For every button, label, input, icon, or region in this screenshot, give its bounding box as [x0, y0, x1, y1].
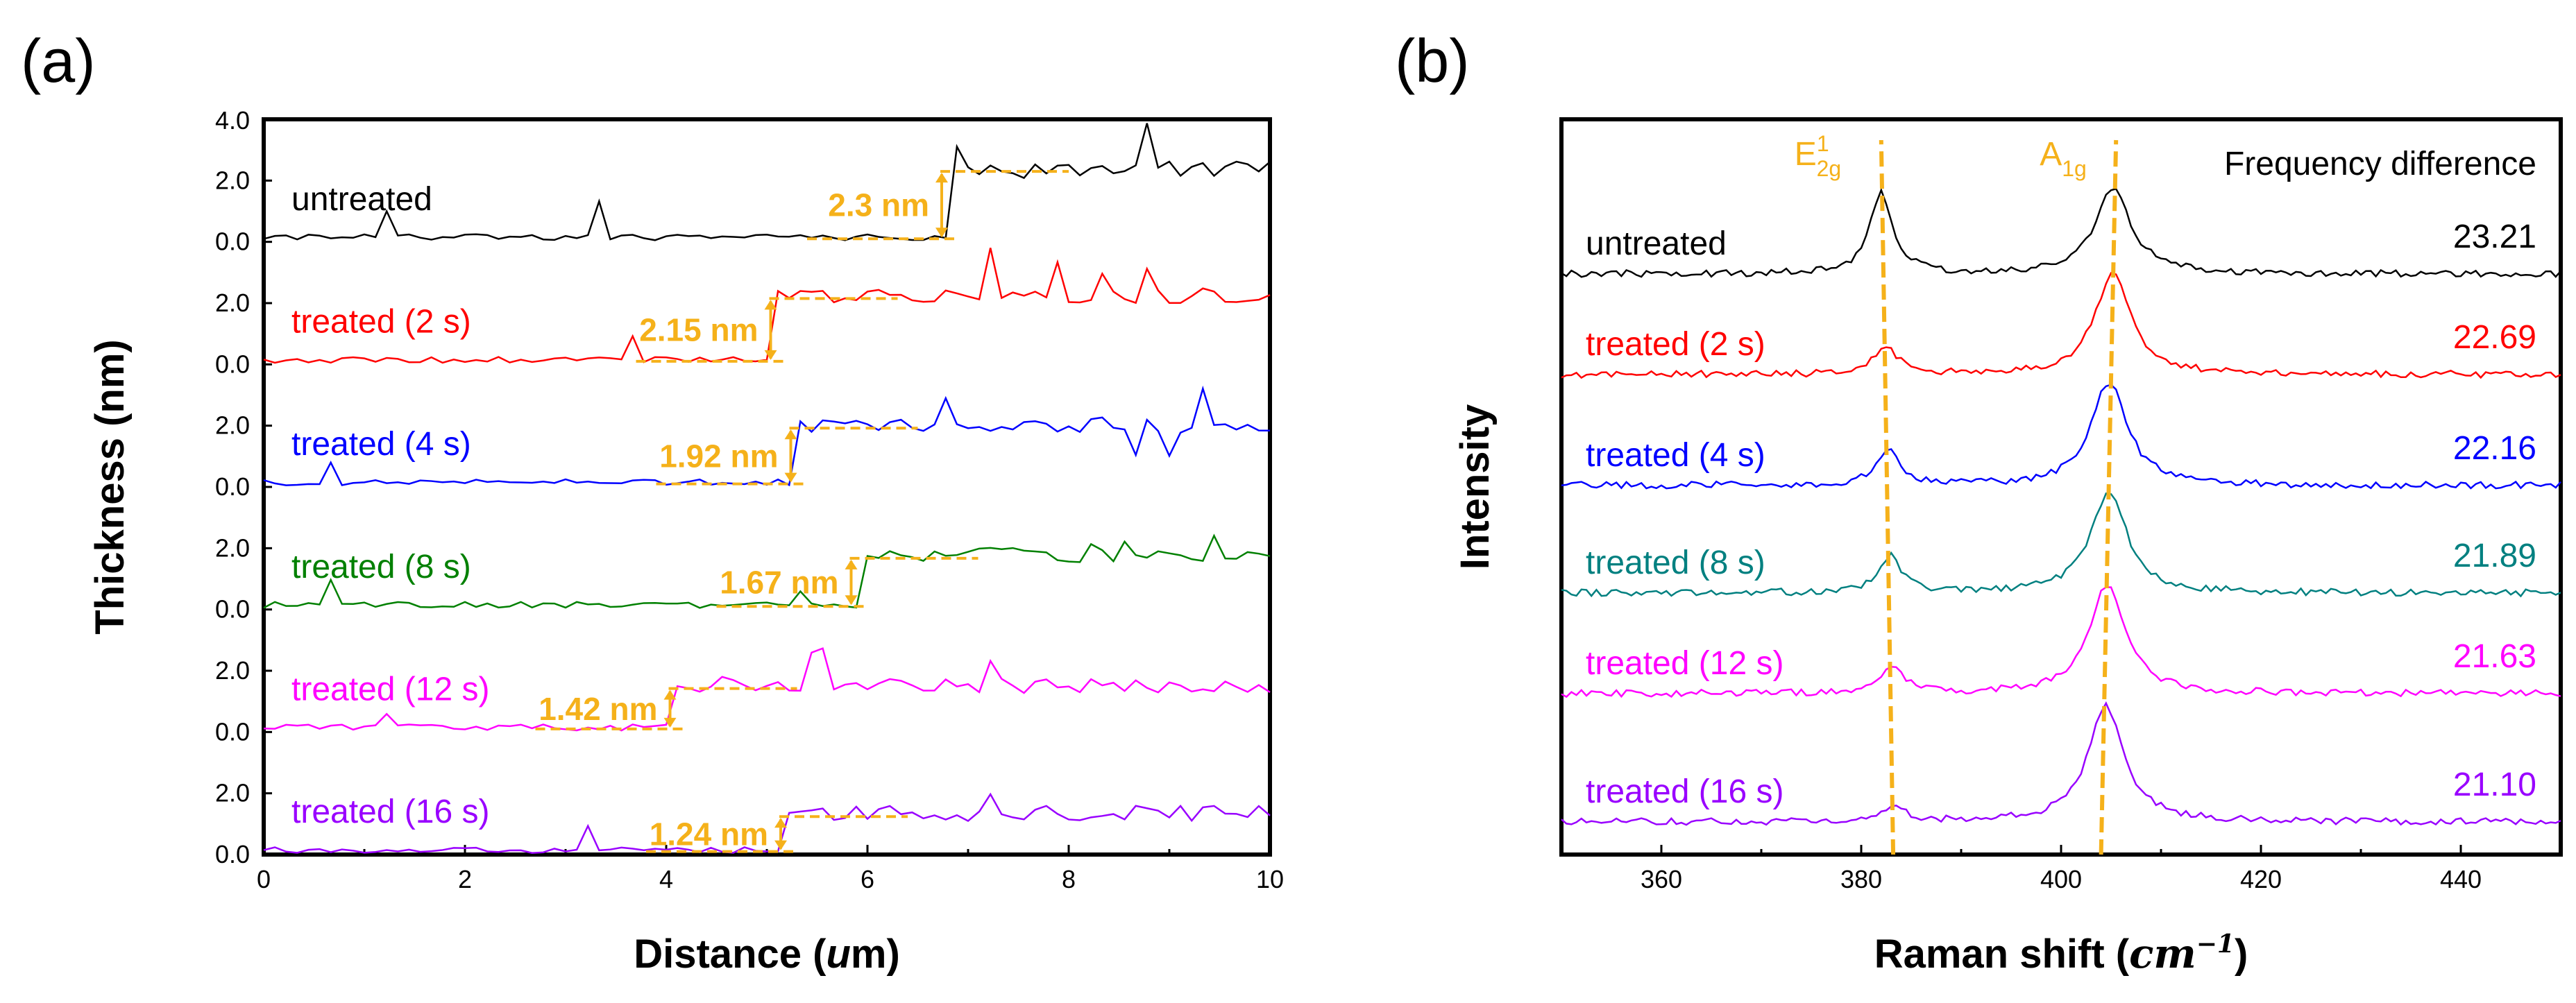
panel-b-series-line — [1561, 586, 2561, 698]
panel-a-xtick-label: 0 — [257, 865, 271, 893]
panel-b-series-line — [1561, 272, 2561, 379]
panel-b-series-line — [1561, 701, 2561, 826]
panel-a-arrow-head — [764, 300, 777, 310]
panel-a-arrow-head — [845, 595, 858, 606]
panel-a-series-label: treated (8 s) — [291, 549, 471, 585]
panel-b-xtick-label: 420 — [2240, 865, 2282, 893]
panel-b-freq-diff-value: 22.69 — [2453, 319, 2536, 356]
panel-b-freq-diff-value: 21.89 — [2453, 538, 2536, 574]
panel-a-series-line — [263, 533, 1271, 609]
panel-b-e2g-line — [1879, 139, 1896, 855]
panel-a-step-label: 1.92 nm — [659, 438, 778, 474]
panel-b-plot: 360 380 400 420 440 untreated 23.21 treated (2… — [1559, 117, 2563, 893]
panel-a-plot: 0 2 4 6 8 10 0.0 2.0 0.0 2.0 0.0 2.0 0.0 2.0 0.0 2.0 0.0… — [215, 106, 1284, 893]
panel-b-ylabel: Intensity — [1452, 404, 1498, 570]
panel-a-arrow-head — [663, 717, 677, 728]
panel-a-ytick-label: 2.0 — [215, 656, 250, 685]
panel-a-annotations: 2.3 nm 2.15 nm 1.92 nm 1.67 nm 1.42 nm 1.24 n… — [535, 170, 1069, 853]
panel-a-xtick-label: 6 — [861, 865, 874, 893]
panel-a-ytick-label: 0.0 — [215, 595, 250, 624]
panel-b-freq-diff-value: 22.16 — [2453, 430, 2536, 467]
panel-b-series-label: treated (12 s) — [1586, 645, 1783, 682]
panel-a-series-line — [263, 248, 1271, 364]
panel-a-arrow-head — [764, 350, 777, 360]
panel-a-ytick-label: 0.0 — [215, 717, 250, 746]
panel-a-xtick-label: 10 — [1256, 865, 1284, 893]
panel-a-series-label: untreated — [291, 181, 432, 218]
panel-a-step-label: 1.67 nm — [720, 565, 838, 601]
panel-a-ytick-label: 2.0 — [215, 533, 250, 562]
panel-a-ticks: 0 2 4 6 8 10 0.0 2.0 0.0 2.0 0.0 2.0 0.0 2.0 0.0 2.0 0.0… — [215, 106, 1284, 893]
panel-a-arrow-head — [845, 559, 858, 569]
panel-a-ytick-label: 0.0 — [215, 350, 250, 378]
panel-b-series-label: untreated — [1586, 225, 1727, 262]
panel-b-label: (b) — [1395, 26, 1470, 95]
panel-a-ytick-label: 2.0 — [215, 289, 250, 317]
panel-a-arrow-head — [935, 228, 948, 238]
panel-b-ticks: 360 380 400 420 440 — [1641, 845, 2562, 893]
panel-a-ytick-label: 2.0 — [215, 166, 250, 194]
panel-b-series-label: treated (16 s) — [1586, 773, 1783, 810]
panel-b-series-line — [1561, 384, 2561, 490]
panel-a-step-label: 1.42 nm — [539, 691, 657, 727]
panel-b-series-label: treated (8 s) — [1586, 545, 1765, 581]
panel-b-series: untreated 23.21 treated (2 s) 22.69 treated … — [1561, 187, 2561, 826]
panel-a-series-line — [263, 123, 1271, 241]
panel-a-ytick-label: 0.0 — [215, 228, 250, 256]
panel-a-arrow-head — [935, 173, 948, 183]
panel-b-xtick-label: 380 — [1840, 865, 1882, 893]
panel-b-xtick-label: 400 — [2040, 865, 2082, 893]
panel-a-arrow-head — [774, 840, 787, 850]
panel-b-xtick-label: 360 — [1641, 865, 1682, 893]
panel-b-e2g-label: E1 2g — [1795, 131, 1841, 181]
panel-a-ytick-label: 4.0 — [215, 106, 250, 135]
panel-b-xtick-label: 440 — [2440, 865, 2482, 893]
panel-a-series-line — [263, 647, 1271, 732]
panel-b-freq-diff-value: 21.10 — [2453, 766, 2536, 803]
panel-a-arrow-head — [774, 818, 787, 828]
panel-b-freq-diff-value: 21.63 — [2453, 638, 2536, 675]
panel-a-step-label: 1.24 nm — [650, 816, 768, 852]
panel-a-ytick-label: 0.0 — [215, 840, 250, 868]
panel-a-ylabel: Thickness (nm) — [87, 339, 133, 634]
panel-a-label: (a) — [21, 26, 96, 95]
panel-a-ytick-label: 2.0 — [215, 411, 250, 440]
panel-b-annotations: E1 2g A1g Frequency difference — [1795, 131, 2536, 855]
panel-b-series-label: treated (4 s) — [1586, 437, 1765, 474]
panel-a-frame — [262, 117, 1272, 857]
panel-a-series: untreated treated (2 s) treated (4 s) treat… — [263, 123, 1271, 854]
panel-a-arrow-head — [784, 472, 797, 483]
panel-a-series-label: treated (16 s) — [291, 794, 489, 830]
panel-b-series-label: treated (2 s) — [1586, 326, 1765, 363]
panel-b-a1g-line — [2099, 139, 2119, 855]
panel-a-ytick-label: 0.0 — [215, 472, 250, 501]
panel-a-xtick-label: 2 — [458, 865, 472, 893]
panel-b-series-line — [1561, 187, 2561, 278]
panel-a-xtick-label: 8 — [1062, 865, 1076, 893]
panel-a-xtick-label: 4 — [659, 865, 673, 893]
panel-b-xlabel: Raman shift (cm−1) — [1874, 929, 2248, 977]
panel-b-freq-diff-value: 23.21 — [2453, 218, 2536, 255]
panel-a-step-label: 2.3 nm — [828, 187, 929, 223]
panel-a-step-label: 2.15 nm — [639, 312, 758, 348]
panel-a-series-label: treated (4 s) — [291, 426, 471, 463]
panel-a-series-line — [263, 792, 1271, 854]
panel-a-series-label: treated (2 s) — [291, 304, 471, 341]
panel-a-arrow-head — [784, 429, 797, 440]
panel-a-ytick-label: 2.0 — [215, 779, 250, 807]
panel-a-series-label: treated (12 s) — [291, 671, 489, 708]
panel-a-arrow-head — [663, 689, 677, 700]
panel-a-xlabel: Distance (um) — [634, 932, 900, 977]
panel-b-legend-title: Frequency difference — [2224, 146, 2536, 182]
panel-b-a1g-label: A1g — [2040, 136, 2087, 181]
panel-b-series-line — [1561, 492, 2561, 598]
